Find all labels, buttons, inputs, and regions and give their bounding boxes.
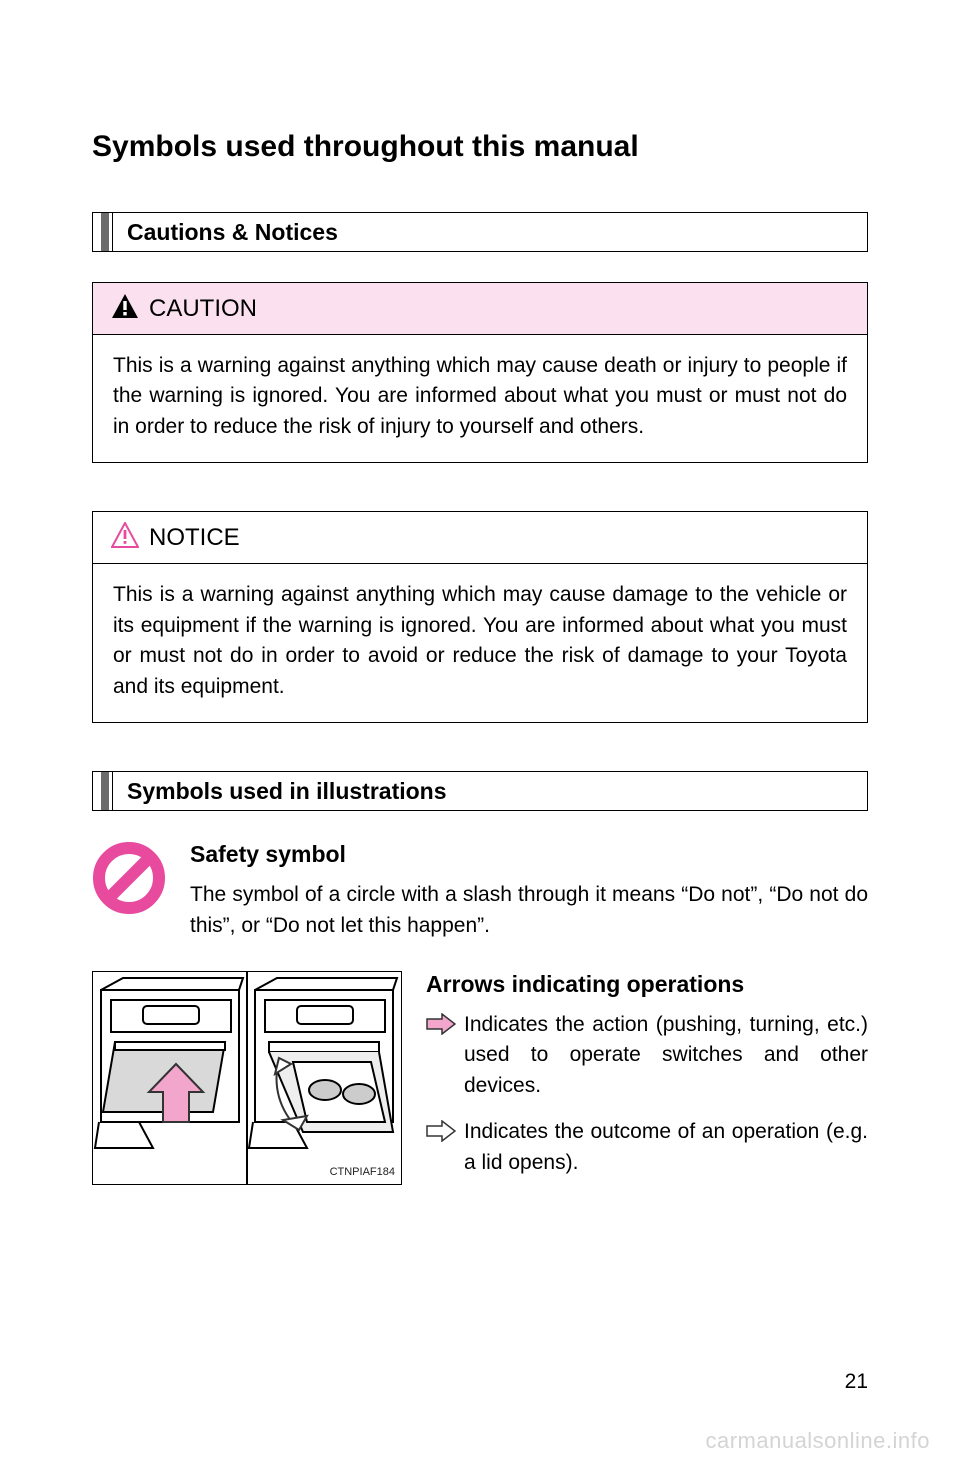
section-header-cautions-notices: Cautions & Notices <box>92 212 868 252</box>
section-header-symbols-illustrations: Symbols used in illustrations <box>92 771 868 811</box>
caution-icon <box>111 293 139 324</box>
page-number: 21 <box>845 1370 868 1394</box>
arrow-outline-icon <box>426 1117 458 1147</box>
arrows-row: CTNPIAF184 Arrows indicating operations … <box>92 971 868 1194</box>
section-marker <box>101 213 113 251</box>
section-marker <box>101 772 113 810</box>
arrow-action-text: Indicates the action (pushing, turning, … <box>458 1010 868 1101</box>
illustration-code: CTNPIAF184 <box>330 1166 395 1178</box>
section-title: Symbols used in illustrations <box>113 778 447 805</box>
arrow-item-action: Indicates the action (pushing, turning, … <box>426 1010 868 1101</box>
safety-symbol-body: The symbol of a circle with a slash thro… <box>190 880 868 941</box>
safety-symbol-row: Safety symbol The symbol of a circle wit… <box>92 841 868 941</box>
notice-header: NOTICE <box>93 512 867 564</box>
manual-page: Symbols used throughout this manual Caut… <box>0 0 960 1484</box>
arrow-item-outcome: Indicates the outcome of an operation (e… <box>426 1117 868 1178</box>
page-title: Symbols used throughout this manual <box>92 130 868 164</box>
caution-header: CAUTION <box>93 283 867 335</box>
arrows-title: Arrows indicating operations <box>426 971 868 998</box>
notice-box: NOTICE This is a warning against anythin… <box>92 511 868 723</box>
notice-body: This is a warning against anything which… <box>93 564 867 722</box>
caution-box: CAUTION This is a warning against anythi… <box>92 282 868 463</box>
arrow-filled-icon <box>426 1010 458 1040</box>
safety-symbol-title: Safety symbol <box>190 841 868 868</box>
section-title: Cautions & Notices <box>113 219 338 246</box>
caution-body: This is a warning against anything which… <box>93 335 867 462</box>
arrow-outcome-text: Indicates the outcome of an operation (e… <box>458 1117 868 1178</box>
prohibition-icon <box>92 841 172 920</box>
notice-label: NOTICE <box>149 524 240 552</box>
watermark: carmanualsonline.info <box>705 1428 930 1454</box>
operations-illustration: CTNPIAF184 <box>92 971 402 1185</box>
notice-icon <box>111 522 139 553</box>
caution-label: CAUTION <box>149 295 257 323</box>
